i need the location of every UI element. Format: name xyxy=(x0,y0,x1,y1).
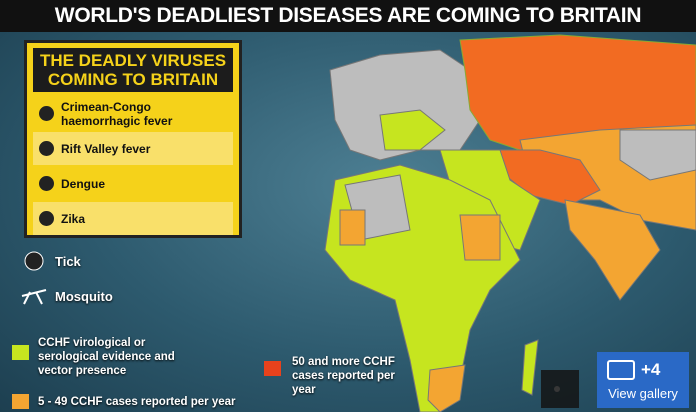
balkans xyxy=(379,109,446,151)
camera-icon xyxy=(607,360,635,380)
vector-label: Tick xyxy=(55,254,81,269)
box-title: THE DEADLY VIRUSES COMING TO BRITAIN xyxy=(33,48,233,92)
legend-swatch xyxy=(12,345,29,360)
disease: Crimean-Congo haemorrhagic fever xyxy=(61,99,173,128)
vector-label: Mosquito xyxy=(55,289,113,304)
disease: Rift Valley fever xyxy=(61,141,151,156)
tick-icon xyxy=(24,251,44,271)
legend-swatch xyxy=(264,361,281,376)
gallery-label: View gallery xyxy=(608,386,678,401)
disease-row: Dengue xyxy=(33,167,233,200)
share-button[interactable] xyxy=(541,370,579,408)
legend-text: 5 - 49 CCHF cases reported per year xyxy=(38,396,236,408)
disease-list: Crimean-Congo haemorrhagic fever Rift Va… xyxy=(27,97,239,235)
madagascar xyxy=(521,339,539,396)
china xyxy=(619,129,696,181)
legend-text: CCHF virological or serological evidence… xyxy=(38,337,175,377)
india xyxy=(564,199,661,301)
disease: Zika xyxy=(61,211,86,226)
disease-row: Zika xyxy=(33,202,233,235)
gallery-button[interactable]: +4 View gallery xyxy=(597,352,689,408)
disease: Dengue xyxy=(61,176,106,191)
legend-text: 50 and more CCHF cases reported per year xyxy=(292,356,395,396)
sudan xyxy=(459,214,501,261)
legend-swatch xyxy=(12,394,29,409)
headline: WORLD'S DEADLIEST DISEASES ARE COMING TO… xyxy=(0,0,696,32)
south-africa xyxy=(427,364,466,412)
mosquito-icon xyxy=(21,289,47,305)
disease-row: Rift Valley fever xyxy=(33,132,233,165)
disease-row: Crimean-Congo haemorrhagic fever xyxy=(33,97,233,130)
mauritania xyxy=(339,209,366,246)
gallery-count: +4 xyxy=(641,360,661,379)
info-box: THE DEADLY VIRUSES COMING TO BRITAIN Cri… xyxy=(24,40,242,238)
